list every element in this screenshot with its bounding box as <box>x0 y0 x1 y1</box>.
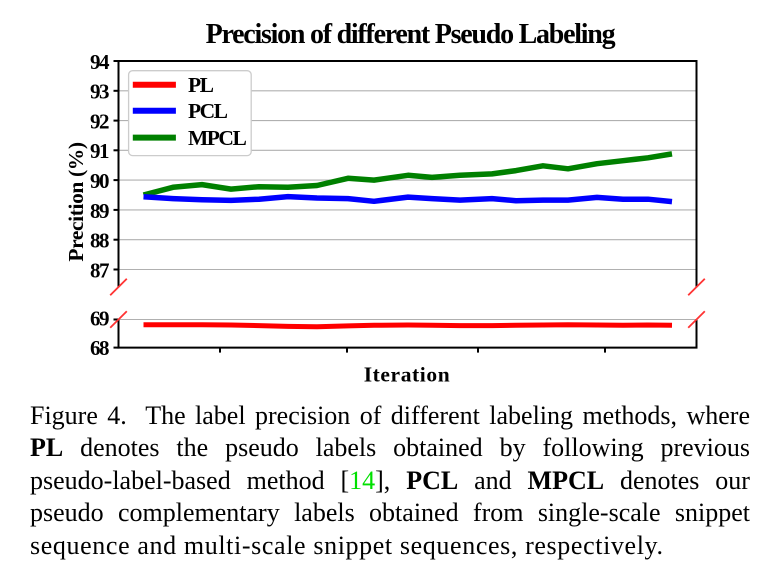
svg-text:PL: PL <box>188 73 214 97</box>
svg-text:93: 93 <box>90 80 109 104</box>
svg-text:90: 90 <box>90 169 109 193</box>
svg-text:69: 69 <box>90 306 109 330</box>
svg-text:68: 68 <box>90 336 109 360</box>
svg-text:88: 88 <box>90 229 109 253</box>
svg-text:91: 91 <box>90 139 109 163</box>
svg-text:Precition (%): Precition (%) <box>64 142 88 261</box>
svg-text:Iteration: Iteration <box>364 363 451 387</box>
svg-text:92: 92 <box>90 110 109 134</box>
svg-text:MPCL: MPCL <box>188 126 246 150</box>
svg-text:94: 94 <box>90 50 110 74</box>
svg-text:89: 89 <box>90 199 109 223</box>
svg-text:PCL: PCL <box>188 99 228 123</box>
svg-text:87: 87 <box>90 258 109 282</box>
svg-text:Precision of different Pseudo: Precision of different Pseudo Labeling <box>206 19 616 50</box>
